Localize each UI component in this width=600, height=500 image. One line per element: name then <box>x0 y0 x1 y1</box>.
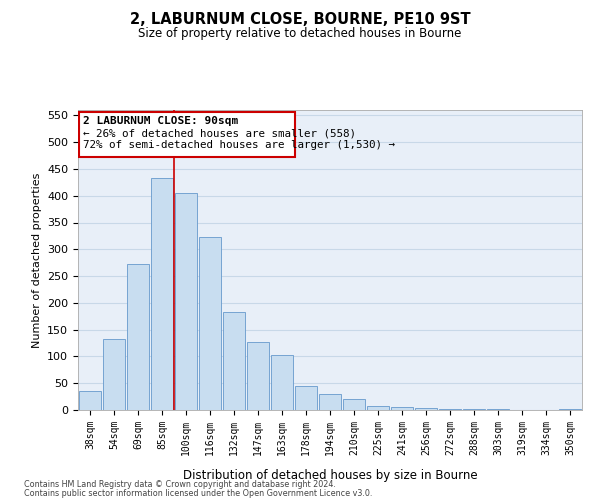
Text: Contains HM Land Registry data © Crown copyright and database right 2024.: Contains HM Land Registry data © Crown c… <box>24 480 336 489</box>
Bar <box>223 312 245 410</box>
Bar <box>127 264 149 410</box>
Bar <box>79 391 101 410</box>
Text: Contains public sector information licensed under the Open Government Licence v3: Contains public sector information licen… <box>24 488 373 498</box>
Bar <box>295 386 317 410</box>
FancyBboxPatch shape <box>79 112 295 157</box>
Bar <box>175 193 197 410</box>
Text: 72% of semi-detached houses are larger (1,530) →: 72% of semi-detached houses are larger (… <box>83 140 395 150</box>
Bar <box>559 409 581 410</box>
Bar <box>439 409 461 410</box>
Text: 2, LABURNUM CLOSE, BOURNE, PE10 9ST: 2, LABURNUM CLOSE, BOURNE, PE10 9ST <box>130 12 470 28</box>
Text: Size of property relative to detached houses in Bourne: Size of property relative to detached ho… <box>139 28 461 40</box>
Text: Distribution of detached houses by size in Bourne: Distribution of detached houses by size … <box>182 470 478 482</box>
Bar <box>247 342 269 410</box>
Text: ← 26% of detached houses are smaller (558): ← 26% of detached houses are smaller (55… <box>83 128 356 138</box>
Bar <box>391 408 413 410</box>
Bar <box>343 400 365 410</box>
Bar <box>367 406 389 410</box>
Bar <box>271 355 293 410</box>
Text: 2 LABURNUM CLOSE: 90sqm: 2 LABURNUM CLOSE: 90sqm <box>83 116 238 126</box>
Bar <box>103 339 125 410</box>
Bar <box>199 237 221 410</box>
Y-axis label: Number of detached properties: Number of detached properties <box>32 172 41 348</box>
Bar <box>319 394 341 410</box>
Bar <box>151 178 173 410</box>
Bar <box>415 408 437 410</box>
